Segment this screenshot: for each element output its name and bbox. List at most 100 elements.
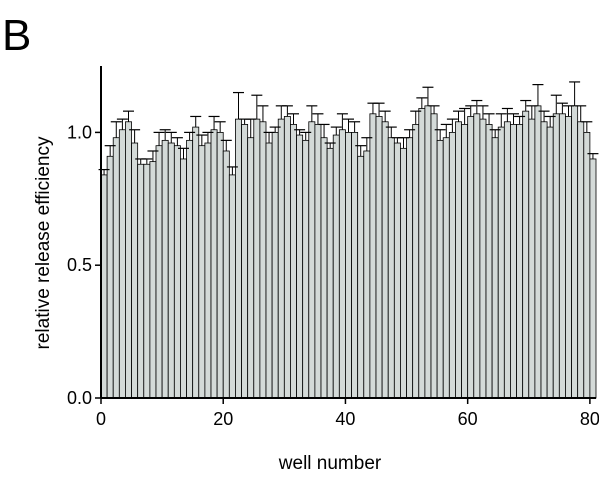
bar-well-18 (204, 142, 212, 399)
error-bar-well-31 (281, 105, 293, 117)
error-bar-well-9 (147, 150, 159, 162)
bar-well-9 (149, 161, 157, 399)
bar-well-10 (155, 145, 163, 399)
bar-well-4 (118, 129, 126, 399)
bar-well-60 (461, 124, 469, 399)
error-bar-well-22 (226, 166, 238, 175)
bar-well-73 (540, 121, 548, 399)
bar-well-39 (332, 134, 340, 399)
bar-well-65 (491, 137, 499, 399)
error-bar-well-57 (440, 123, 452, 138)
bar-well-25 (247, 137, 255, 399)
error-bar-well-2 (104, 145, 116, 157)
error-bar-well-6 (129, 129, 141, 144)
y-tick-label: 1.0 (67, 122, 92, 142)
error-bar-well-38 (324, 142, 336, 149)
bar-well-70 (522, 110, 530, 399)
bar-well-62 (473, 113, 481, 399)
error-bar-well-34 (300, 131, 312, 141)
bar-well-47 (381, 121, 389, 399)
bar-well-15 (186, 139, 194, 399)
error-bar-well-23 (233, 91, 244, 120)
error-bar-well-69 (514, 115, 526, 125)
bar-well-64 (485, 124, 493, 399)
bar-well-58 (448, 131, 456, 399)
bar-well-80 (583, 131, 591, 399)
error-bar-well-73 (538, 110, 550, 122)
error-bar-well-51 (404, 129, 416, 138)
error-bar-well-44 (361, 137, 373, 151)
error-bar-well-60 (459, 107, 471, 125)
bar-well-36 (314, 124, 322, 399)
y-axis-title: relative release efficiency (33, 136, 54, 349)
bar-well-74 (546, 126, 554, 399)
bar-well-67 (503, 121, 511, 399)
error-bar-well-74 (544, 115, 556, 128)
bar-well-54 (424, 105, 432, 399)
bar-well-43 (357, 155, 365, 399)
error-bar-well-76 (556, 102, 568, 114)
error-bar-well-72 (532, 83, 544, 106)
error-bar-well-50 (398, 137, 409, 149)
error-bar-well-35 (306, 105, 318, 122)
error-bar-well-41 (343, 118, 354, 133)
bar-well-34 (302, 139, 310, 399)
x-tick-label: 40 (335, 409, 355, 429)
error-bar-well-75 (550, 94, 562, 114)
bar-well-28 (265, 142, 273, 399)
bar-well-79 (577, 121, 585, 399)
bar-well-31 (283, 116, 291, 399)
error-bar-well-19 (208, 115, 220, 130)
bar-well-29 (271, 131, 279, 399)
bar-well-41 (345, 131, 352, 399)
bar-well-13 (173, 145, 181, 399)
error-bar-well-52 (410, 110, 422, 125)
bar-well-57 (442, 137, 450, 399)
error-bar-well-15 (184, 131, 196, 141)
bar-well-12 (167, 142, 175, 399)
error-bar-well-33 (294, 129, 306, 136)
error-bar-well-29 (269, 126, 281, 133)
bar-well-21 (222, 150, 230, 399)
error-bar-well-68 (508, 113, 519, 125)
error-bar-well-28 (263, 131, 275, 144)
error-bar-well-80 (581, 121, 593, 133)
error-bar-well-8 (141, 158, 153, 165)
bar-well-72 (534, 105, 542, 399)
x-ticks-group: 0 20 40 60 80 (96, 398, 599, 429)
error-bar-well-61 (465, 105, 477, 117)
bar-well-53 (418, 108, 426, 399)
error-bar-well-77 (563, 105, 574, 117)
y-tick-label: 0.5 (67, 255, 92, 275)
bar-well-19 (210, 129, 218, 399)
error-bar-well-53 (416, 97, 428, 109)
bar-well-51 (406, 137, 414, 399)
panel-label: B (2, 11, 32, 60)
bar-well-40 (338, 129, 346, 399)
error-bar-well-13 (171, 137, 183, 146)
bar-well-30 (277, 118, 285, 399)
bar-well-61 (467, 116, 475, 399)
bar-well-42 (351, 131, 359, 399)
bar-well-37 (320, 137, 328, 399)
error-bar-well-47 (379, 110, 391, 122)
error-bar-well-79 (575, 105, 587, 122)
bar-well-56 (436, 139, 444, 399)
error-bar-well-54 (422, 86, 434, 106)
error-bar-well-3 (110, 121, 122, 138)
error-bars-group (98, 81, 599, 175)
error-bar-well-67 (501, 107, 513, 122)
error-bar-well-5 (123, 110, 134, 122)
error-bar-well-10 (153, 131, 165, 146)
error-bar-well-81 (587, 153, 599, 159)
y-ticks-group: 0.0 0.5 1.0 (67, 122, 101, 408)
error-bar-well-21 (220, 139, 232, 151)
bar-well-7 (137, 163, 145, 399)
bar-well-75 (552, 113, 560, 399)
error-bar-well-26 (251, 94, 263, 120)
y-tick-label: 0.0 (67, 388, 92, 408)
bar-well-66 (497, 126, 505, 399)
error-bar-well-78 (569, 81, 581, 106)
error-bar-well-48 (385, 126, 397, 138)
bar-well-23 (235, 118, 242, 399)
